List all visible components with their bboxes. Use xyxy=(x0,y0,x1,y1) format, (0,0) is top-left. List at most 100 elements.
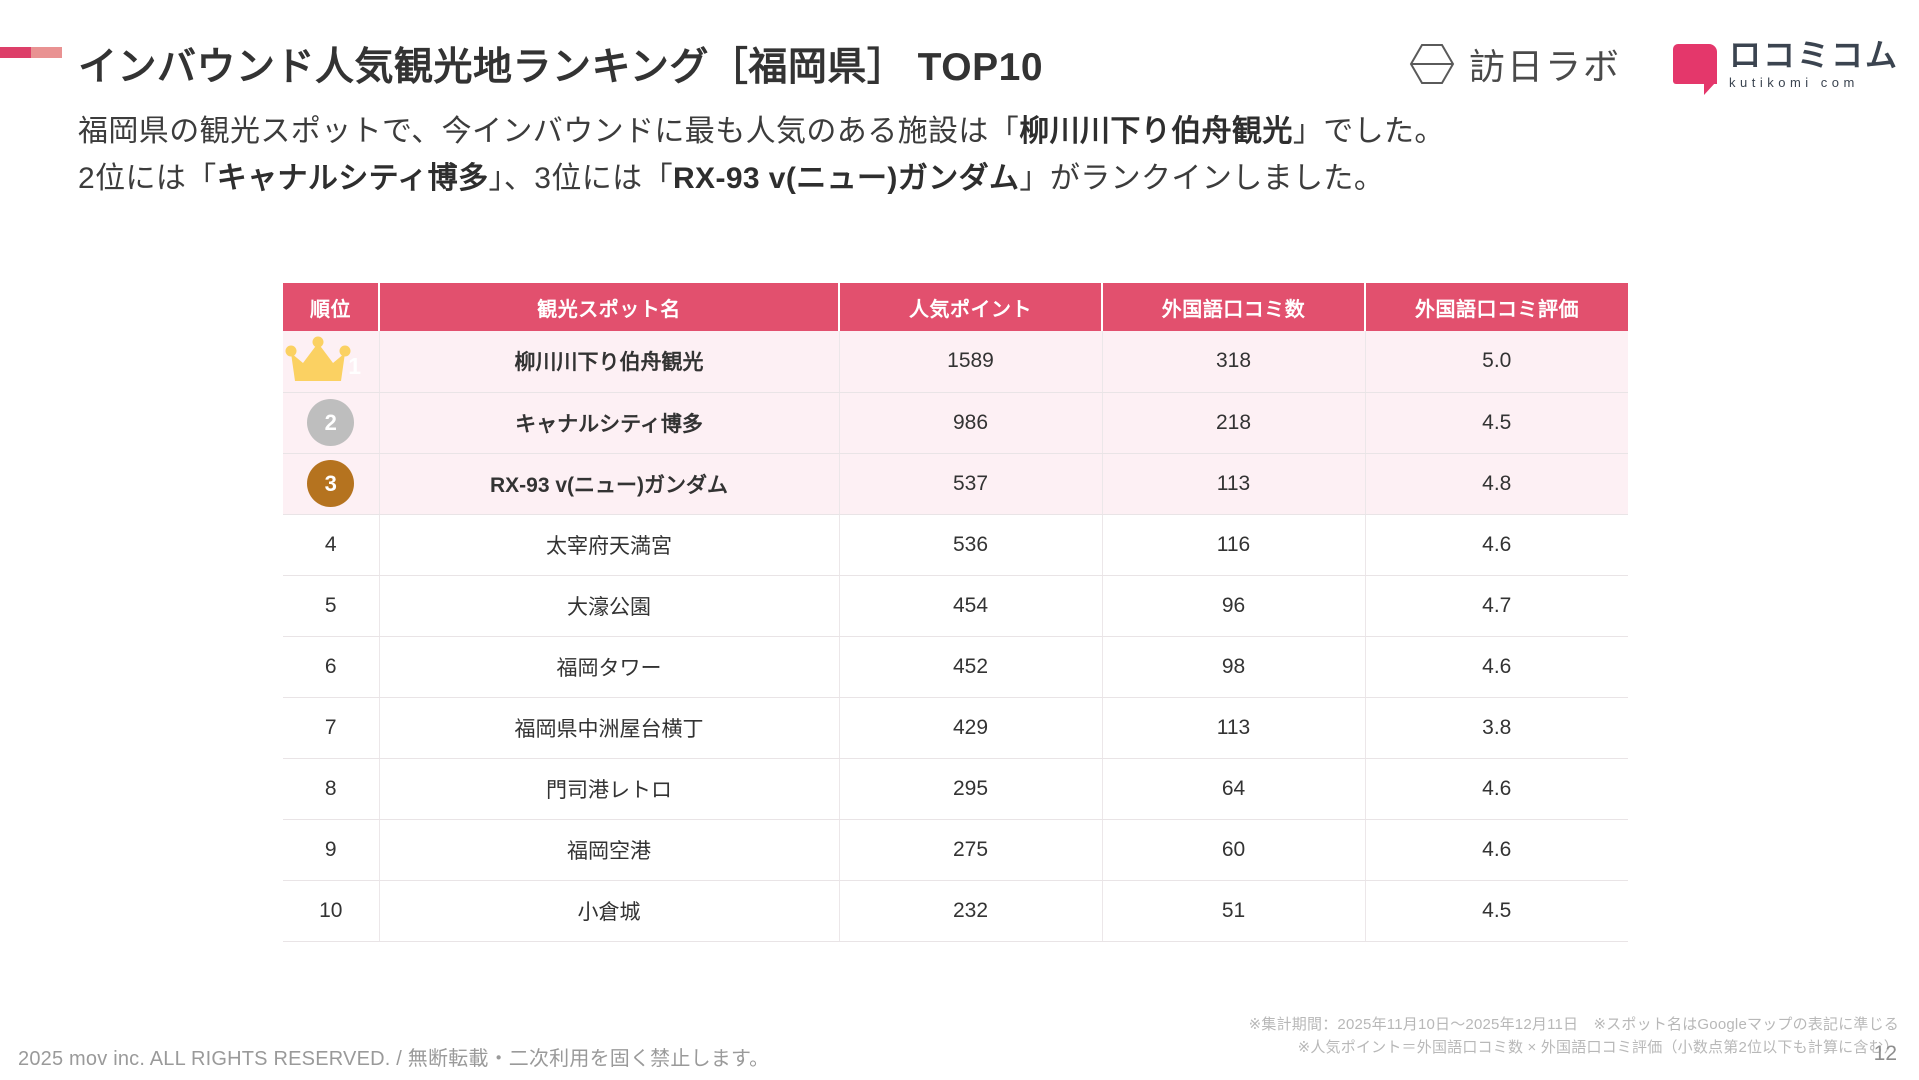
spot-name-cell: 小倉城 xyxy=(379,880,840,942)
lead-line1-highlight: 柳川川下り伯舟観光 xyxy=(1019,115,1293,148)
footnote-line-1: ※集計期間：2025年11月10日〜2025年12月11日 ※スポット名はGoo… xyxy=(1248,1016,1899,1033)
points-cell: 452 xyxy=(839,636,1103,698)
reviews-count-cell: 60 xyxy=(1102,819,1366,881)
reviews-count-cell: 318 xyxy=(1102,331,1366,393)
spot-name-cell: キャナルシティ博多 xyxy=(379,392,840,454)
points-cell: 429 xyxy=(839,697,1103,759)
reviews-count-cell: 218 xyxy=(1102,392,1366,454)
lead-line-2: 2位には「キャナルシティ博多」、3位には「RX-93 v(ニュー)ガンダム」がラ… xyxy=(78,155,1445,202)
table-header: 順位 観光スポット名 人気ポイント 外国語口コミ数 外国語口コミ評価 xyxy=(283,283,1628,331)
review-score-cell: 4.8 xyxy=(1365,453,1628,515)
points-cell: 295 xyxy=(839,758,1103,820)
column-header-score: 外国語口コミ評価 xyxy=(1365,283,1628,331)
lead-line1-pre: 福岡県の観光スポットで、今インバウンドに最も人気のある施設は「 xyxy=(78,115,1020,148)
table-row: 9 福岡空港 275 60 4.6 xyxy=(283,819,1628,881)
accent-dash-segment-left xyxy=(0,47,31,58)
column-header-rank: 順位 xyxy=(283,283,380,331)
table-row: 4 太宰府天満宮 536 116 4.6 xyxy=(283,514,1628,576)
ranking-table: 順位 観光スポット名 人気ポイント 外国語口コミ数 外国語口コミ評価 1 柳川川下… xyxy=(283,283,1628,942)
review-score-cell: 4.6 xyxy=(1365,514,1628,576)
lead-paragraph: 福岡県の観光スポットで、今インバウンドに最も人気のある施設は「柳川川下り伯舟観光… xyxy=(78,108,1445,203)
reviews-count-cell: 64 xyxy=(1102,758,1366,820)
logo-group: 訪日ラボ ロコミコム kutikomi com xyxy=(1409,38,1899,95)
medal-icon: 3 xyxy=(307,460,355,507)
column-header-reviews: 外国語口コミ数 xyxy=(1102,283,1366,331)
review-score-cell: 4.7 xyxy=(1365,575,1628,637)
table-row: 6 福岡タワー 452 98 4.6 xyxy=(283,636,1628,698)
reviews-count-cell: 113 xyxy=(1102,697,1366,759)
reviews-count-cell: 96 xyxy=(1102,575,1366,637)
review-score-cell: 4.6 xyxy=(1365,758,1628,820)
rank-number-cell: 4 xyxy=(283,514,380,576)
kutikomi-main-label: ロコミコム xyxy=(1728,37,1899,73)
lead-line2-highlight-1: キャナルシティ博多 xyxy=(216,162,489,196)
lead-line1-post: 」でした。 xyxy=(1292,115,1445,148)
spot-name-cell: RX-93 v(ニュー)ガンダム xyxy=(379,453,840,515)
points-cell: 537 xyxy=(839,453,1103,515)
spot-name-cell: 大濠公園 xyxy=(379,575,840,637)
review-score-cell: 4.6 xyxy=(1365,636,1628,698)
rank-number-cell: 8 xyxy=(283,758,380,820)
slide-header: インバウンド人気観光地ランキング［福岡県］ TOP10 訪日ラボ ロコミコム k… xyxy=(0,22,1919,95)
rank-number-cell: 9 xyxy=(283,819,380,881)
review-score-cell: 5.0 xyxy=(1365,331,1628,393)
rank-badge-bronze: 3 xyxy=(283,453,380,515)
points-cell: 232 xyxy=(839,880,1103,942)
review-score-cell: 4.5 xyxy=(1365,880,1628,942)
review-score-cell: 3.8 xyxy=(1365,697,1628,759)
points-cell: 454 xyxy=(839,575,1103,637)
column-header-points: 人気ポイント xyxy=(839,283,1103,331)
hounichi-lab-label: 訪日ラボ xyxy=(1468,46,1621,87)
review-score-cell: 4.5 xyxy=(1365,392,1628,454)
rank-badge-crown: 1 xyxy=(283,331,380,393)
table-body: 1 柳川川下り伯舟観光 1589 318 5.0 2 キャナルシティ博多 986 218 4.5 3… xyxy=(283,331,1628,942)
rank-number-cell: 5 xyxy=(283,575,380,637)
reviews-count-cell: 51 xyxy=(1102,880,1366,942)
table-row: 7 福岡県中洲屋台横丁 429 113 3.8 xyxy=(283,697,1628,759)
page-number: 12 xyxy=(1873,1042,1897,1065)
table-row: 10 小倉城 232 51 4.5 xyxy=(283,880,1628,942)
lead-line2-mid: 」、3位には「 xyxy=(488,162,673,196)
lead-line2-pre: 2位には「 xyxy=(78,162,217,196)
spot-name-cell: 柳川川下り伯舟観光 xyxy=(379,331,840,393)
rank-number-cell: 7 xyxy=(283,697,380,759)
medal-icon: 2 xyxy=(307,399,355,446)
page-title: インバウンド人気観光地ランキング［福岡県］ TOP10 xyxy=(78,46,1044,89)
rank-badge-silver: 2 xyxy=(283,392,380,454)
points-cell: 536 xyxy=(839,514,1103,576)
spot-name-cell: 太宰府天満宮 xyxy=(379,514,840,576)
hexagon-icon xyxy=(1409,43,1455,85)
rank-number: 1 xyxy=(348,353,362,380)
spot-name-cell: 門司港レトロ xyxy=(379,758,840,820)
table-row: 5 大濠公園 454 96 4.7 xyxy=(283,575,1628,637)
accent-dash-segment-right xyxy=(31,47,62,58)
points-cell: 1589 xyxy=(839,331,1103,393)
lead-line-1: 福岡県の観光スポットで、今インバウンドに最も人気のある施設は「柳川川下り伯舟観光… xyxy=(78,108,1445,155)
footnotes: ※集計期間：2025年11月10日〜2025年12月11日 ※スポット名はGoo… xyxy=(1249,1013,1899,1060)
spot-name-cell: 福岡空港 xyxy=(379,819,840,881)
rank-number: 2 xyxy=(324,409,337,435)
kutikomi-wordmark: ロコミコム kutikomi com xyxy=(1729,39,1899,89)
review-score-cell: 4.6 xyxy=(1365,819,1628,881)
points-cell: 275 xyxy=(839,819,1103,881)
rank-number: 3 xyxy=(324,470,337,496)
kutikomi-sub-label: kutikomi com xyxy=(1728,75,1859,90)
rank-number-cell: 6 xyxy=(283,636,380,698)
reviews-count-cell: 116 xyxy=(1102,514,1366,576)
hounichi-lab-logo: 訪日ラボ xyxy=(1409,38,1621,90)
points-cell: 986 xyxy=(839,392,1103,454)
crown-icon: 1 xyxy=(283,336,379,386)
table-row: 2 キャナルシティ博多 986 218 4.5 xyxy=(283,392,1628,454)
lead-line2-post: 」がランクインしました。 xyxy=(1019,162,1385,196)
lead-line2-highlight-2: RX-93 v(ニュー)ガンダム xyxy=(672,162,1020,196)
spot-name-cell: 福岡県中洲屋台横丁 xyxy=(379,697,840,759)
table-row: 3 RX-93 v(ニュー)ガンダム 537 113 4.8 xyxy=(283,453,1628,515)
table-row: 8 門司港レトロ 295 64 4.6 xyxy=(283,758,1628,820)
copyright-text: 2025 mov inc. ALL RIGHTS RESERVED. / 無断転… xyxy=(18,1048,770,1070)
footnote-line-2: ※人気ポイント＝外国語口コミ数 × 外国語口コミ評価（小数点第2位以下も計算に含… xyxy=(1297,1039,1899,1057)
rank-number-cell: 10 xyxy=(283,880,380,942)
table-row: 1 柳川川下り伯舟観光 1589 318 5.0 xyxy=(283,331,1628,393)
reviews-count-cell: 98 xyxy=(1102,636,1366,698)
spot-name-cell: 福岡タワー xyxy=(379,636,840,698)
